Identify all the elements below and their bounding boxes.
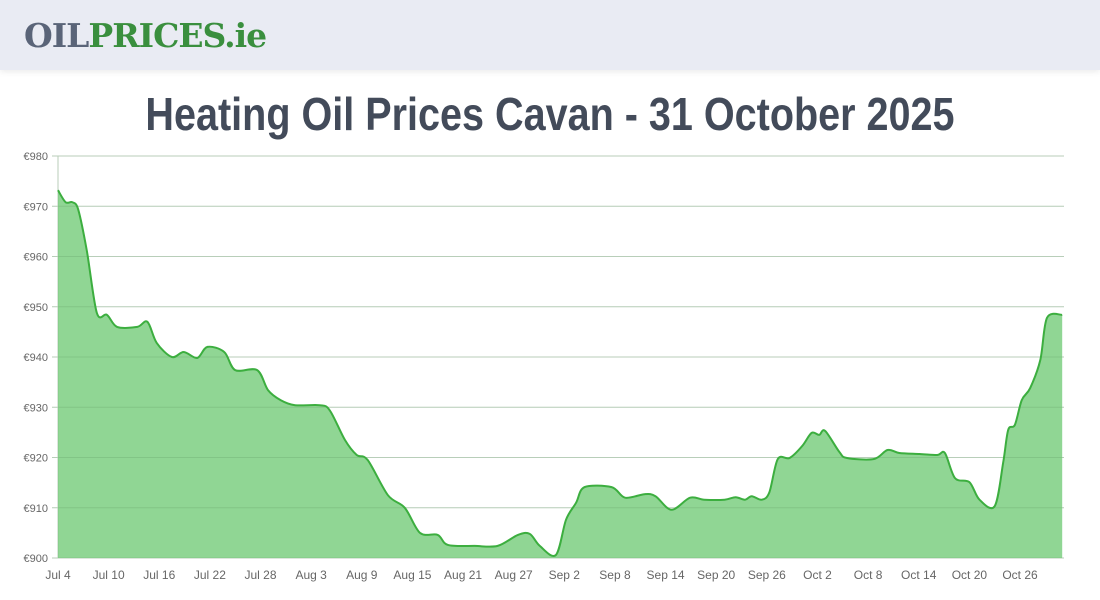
x-tick-label: Oct 26 [1002, 568, 1038, 582]
x-tick-label: Sep 20 [697, 568, 735, 582]
x-tick-label: Oct 20 [952, 568, 988, 582]
x-tick-label: Jul 10 [93, 568, 125, 582]
price-area-fill [58, 190, 1063, 558]
y-tick-label: €940 [24, 352, 48, 364]
x-tick-label: Jul 4 [45, 568, 71, 582]
x-tick-label: Aug 27 [495, 568, 533, 582]
page-title: Heating Oil Prices Cavan - 31 October 20… [145, 88, 955, 140]
x-tick-label: Jul 16 [143, 568, 175, 582]
y-tick-label: €910 [24, 503, 48, 515]
y-tick-label: €950 [24, 302, 48, 314]
x-tick-label: Oct 14 [901, 568, 937, 582]
x-tick-label: Aug 15 [393, 568, 431, 582]
x-tick-label: Sep 26 [748, 568, 786, 582]
x-tick-label: Aug 21 [444, 568, 482, 582]
x-tick-label: Oct 2 [803, 568, 832, 582]
site-logo[interactable]: OILPRICES.ie [24, 16, 267, 56]
x-tick-label: Jul 22 [194, 568, 226, 582]
y-tick-label: €920 [24, 453, 48, 465]
y-axis: €900 €910 €920 €930 €940 €950 €960 €970 €980 [24, 151, 48, 565]
y-tick-label: €930 [24, 402, 48, 414]
x-tick-label: Sep 14 [647, 568, 685, 582]
x-tick-label: Aug 9 [346, 568, 378, 582]
y-tick-label: €970 [24, 201, 48, 213]
y-tick-label: €980 [24, 151, 48, 163]
price-line [57, 189, 1063, 557]
gridline-overlay [52, 155, 1064, 559]
y-tick-label: €960 [24, 252, 48, 264]
x-tick-label: Aug 3 [295, 568, 327, 582]
x-tick-label: Sep 2 [549, 568, 581, 582]
logo-oil-text: OIL [24, 16, 89, 55]
x-tick-label: Oct 8 [854, 568, 883, 582]
logo-prices-text: PRICES.ie [88, 16, 267, 55]
x-axis: Jul 4 Jul 10 Jul 16 Jul 22 Jul 28 Aug 3 Aug 9 A… [45, 568, 1038, 582]
x-tick-label: Jul 28 [245, 568, 277, 582]
site-header: OILPRICES.ie [0, 0, 1100, 70]
x-tick-label: Sep 8 [599, 568, 631, 582]
y-tick-label: €900 [24, 553, 48, 565]
